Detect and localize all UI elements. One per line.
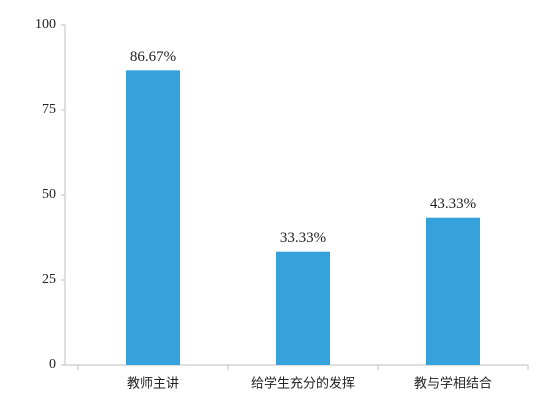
value-label: 43.33% <box>430 196 476 212</box>
value-label: 86.67% <box>130 49 176 65</box>
y-tick-label: 100 <box>35 17 56 32</box>
bar <box>426 217 480 365</box>
y-tick-label: 75 <box>42 102 56 117</box>
bar <box>276 251 330 365</box>
x-tick-label: 给学生充分的发挥 <box>251 376 355 392</box>
x-tick-label: 教与学相结合 <box>414 376 492 392</box>
bar <box>126 70 180 366</box>
y-tick-label: 50 <box>42 187 56 202</box>
y-tick-label: 0 <box>49 357 56 372</box>
y-tick-label: 25 <box>42 272 56 287</box>
x-tick-label: 教师主讲 <box>127 376 179 392</box>
value-label: 33.33% <box>280 230 326 246</box>
